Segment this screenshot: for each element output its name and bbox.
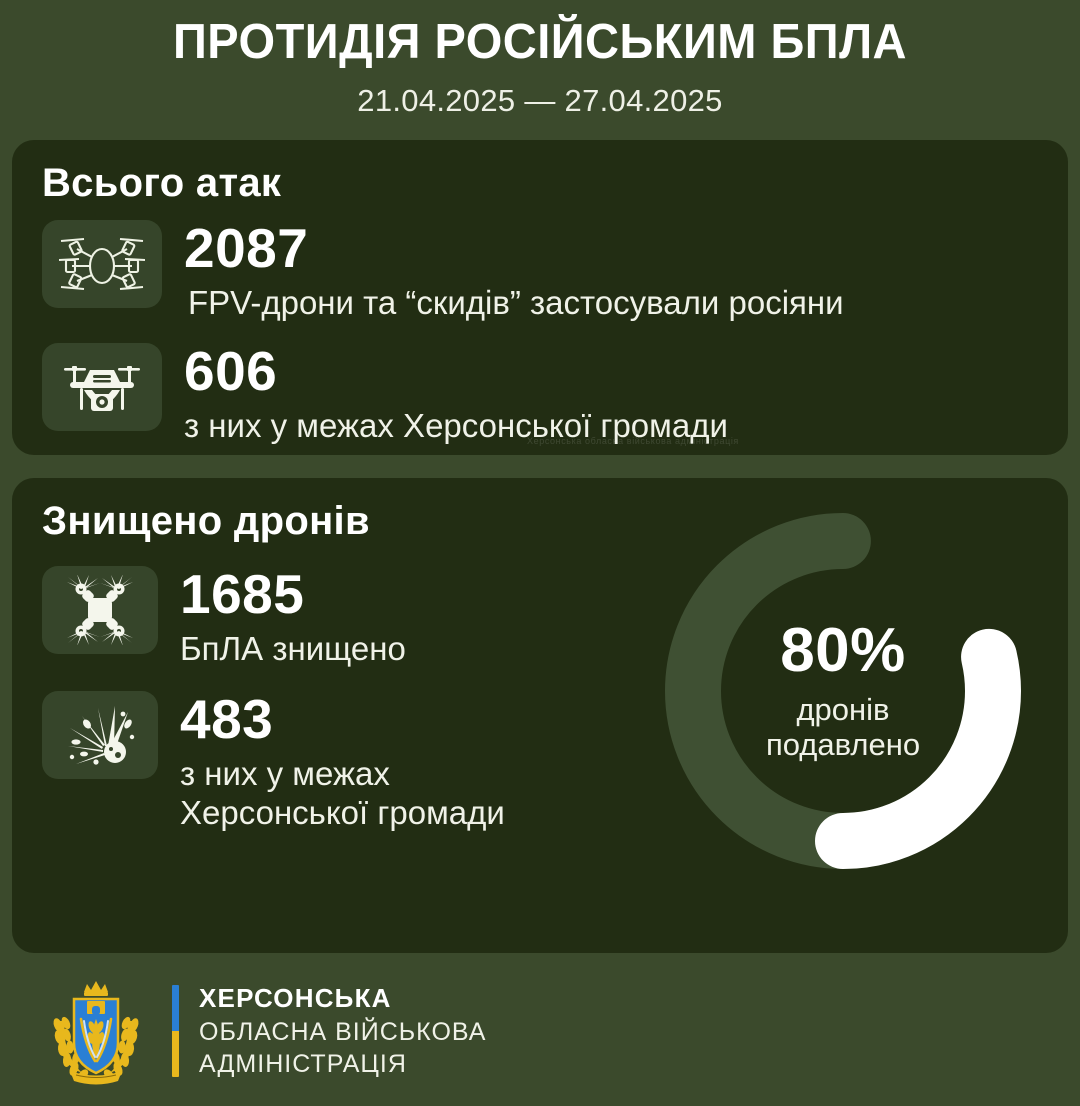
kherson-coat-of-arms-icon <box>48 975 144 1087</box>
stat-row-hromada-attacks: 606 з них у межах Херсонської громади <box>42 342 1038 446</box>
date-range: 21.04.2025 — 27.04.2025 <box>357 82 723 118</box>
card-total-attacks: Всього атак <box>12 139 1068 455</box>
hexacopter-drone-outline-icon <box>42 219 162 308</box>
stat-body-destroyed-hromada: 483 з них у межах Херсонської громади <box>180 691 505 833</box>
stat-body-hromada-attacks: 606 з них у межах Херсонської громади <box>184 343 728 446</box>
footer: ХЕРСОНСЬКА ОБЛАСНА ВІЙСЬКОВА АДМІНІСТРАЦ… <box>12 953 1068 1087</box>
poster-header: ПРОТИДІЯ РОСІЙСЬКИМ БпЛА 21.04.2025 — 27… <box>12 0 1068 119</box>
stat-label-hromada-attacks: з них у межах Херсонської громади <box>184 406 728 444</box>
footer-line-2: ОБЛАСНА ВІЙСЬКОВА <box>199 1017 487 1046</box>
flag-divider-bar <box>172 984 179 1077</box>
stat-row-destroyed: 1685 БпЛА знищено <box>42 565 1038 669</box>
stat-row-destroyed-hromada: 483 з них у межах Херсонської громади <box>42 690 1038 833</box>
footer-line-3: АДМІНІСТРАЦІЯ <box>199 1049 407 1078</box>
stat-label-total-attacks: FPV-дрони та “скидів” застосували росіян… <box>188 283 844 321</box>
stat-body-destroyed: 1685 БпЛА знищено <box>180 566 406 669</box>
footer-org-name: ХЕРСОНСЬКА ОБЛАСНА ВІЙСЬКОВА АДМІНІСТРАЦ… <box>199 982 486 1079</box>
stat-value-destroyed-hromada: 483 <box>180 687 274 750</box>
stat-label-destroyed-hromada: з них у межах Херсонської громади <box>180 754 505 831</box>
donut-percent-value: 80% <box>780 615 906 685</box>
footer-line-1: ХЕРСОНСЬКА <box>199 983 392 1014</box>
card-title-destroyed-drones: Знищено дронів <box>42 498 370 543</box>
stat-row-fpv-attacks: 2087 FPV-дрони та “скидів” застосували р… <box>42 219 1038 323</box>
stat-label-destroyed: БпЛА знищено <box>180 629 406 667</box>
stat-body-fpv-attacks: 2087 FPV-дрони та “скидів” застосували р… <box>184 220 844 323</box>
quadcopter-drone-icon <box>42 565 158 654</box>
page-title: ПРОТИДІЯ РОСІЙСЬКИМ БпЛА <box>172 15 908 69</box>
card-title-total-attacks: Всього атак <box>42 160 282 205</box>
donut-value-arc <box>665 512 1021 869</box>
donut-caption: дронів подавлено <box>765 691 921 762</box>
stat-value-total-attacks: 2087 <box>184 216 309 279</box>
stat-value-hromada-attacks: 606 <box>184 339 278 402</box>
card-destroyed-drones: Знищено дронів <box>12 477 1068 953</box>
explosion-icon <box>42 690 158 779</box>
donut-center-label: 80% дронів подавлено <box>652 500 1034 882</box>
donut-chart-suppressed-drones: 80% дронів подавлено <box>652 500 1034 882</box>
quadcopter-camera-drone-icon <box>42 342 162 431</box>
stat-value-destroyed: 1685 <box>180 562 305 625</box>
